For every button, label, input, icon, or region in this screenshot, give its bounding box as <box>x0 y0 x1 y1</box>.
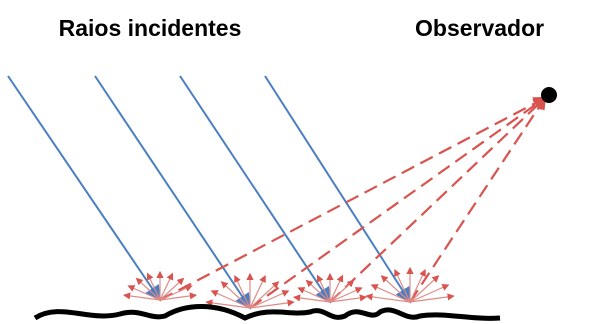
incident-ray <box>95 76 250 308</box>
reflected-ray <box>160 98 545 300</box>
incident-rays-label: Raios incidentes <box>59 15 242 41</box>
reflected-ray <box>330 98 545 302</box>
scatter-arrow <box>410 270 425 302</box>
diagram: Raios incidentes Observador <box>0 0 592 324</box>
scatter-arrow <box>250 282 278 308</box>
observer-dot <box>541 87 557 103</box>
scatter-arrow <box>395 270 410 302</box>
scatter-arrow <box>148 274 160 300</box>
scatter-arrow <box>330 276 342 302</box>
scatter-arrow <box>318 276 330 302</box>
scatter-arrow <box>235 276 250 308</box>
reflections <box>124 98 545 308</box>
surface <box>35 307 500 319</box>
incident-ray <box>265 76 410 302</box>
observer-label: Observador <box>415 15 544 41</box>
reflected-ray <box>410 98 545 302</box>
incident-ray <box>8 76 160 300</box>
